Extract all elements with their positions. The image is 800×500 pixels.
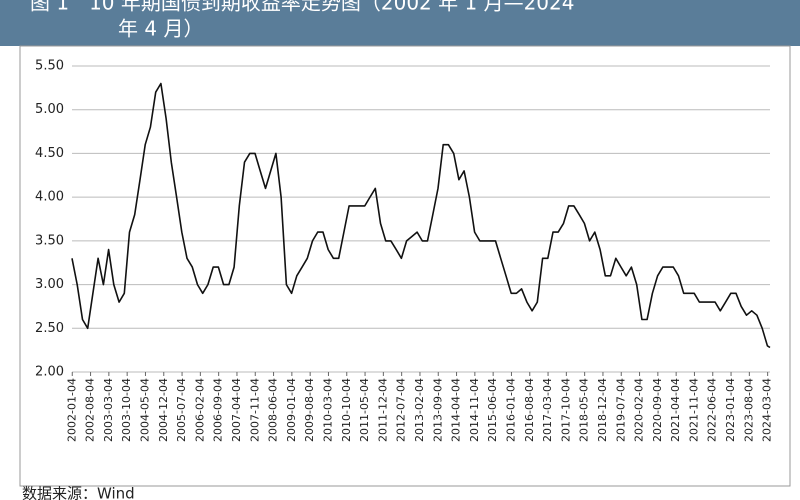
x-tick-label: 2010-03-04: [321, 378, 334, 442]
x-tick-label: 2009-01-04: [285, 378, 298, 442]
chart-title: 图 1 10 年期国债到期收益率走势图（2002 年 1 月—2024: [30, 0, 574, 15]
x-tick-label: 2011-12-04: [376, 378, 389, 442]
x-tick-label: 2004-12-04: [157, 378, 170, 442]
x-tick-label: 2013-09-04: [431, 378, 444, 442]
x-tick-label: 2016-01-04: [504, 378, 517, 442]
plot-frame: [19, 45, 791, 487]
x-tick-label: 2009-08-04: [303, 378, 316, 442]
y-tick-label: 4.50: [35, 146, 64, 161]
x-tick-label: 2007-04-04: [230, 378, 243, 442]
chart-title-cont: 年 4 月）: [118, 17, 203, 41]
y-tick-label: 4.00: [35, 190, 64, 205]
x-tick-label: 2002-08-04: [84, 378, 97, 442]
y-tick-label: 5.00: [35, 102, 64, 117]
y-tick-label: 2.50: [35, 321, 64, 336]
y-tick-label: 3.50: [35, 233, 64, 248]
x-tick-label: 2013-02-04: [413, 378, 426, 442]
x-tick-label: 2006-09-04: [212, 378, 225, 442]
source: 数据来源：Wind: [22, 485, 135, 500]
x-tick-label: 2014-04-04: [450, 378, 463, 442]
x-tick-label: 2006-02-04: [193, 378, 206, 442]
x-tick-label: 2023-01-04: [724, 378, 737, 442]
x-tick-label: 2007-11-04: [248, 378, 261, 442]
x-tick-label: 2010-10-04: [340, 378, 353, 442]
x-tick-label: 2022-06-04: [706, 378, 719, 442]
x-tick-label: 2018-05-04: [578, 378, 591, 442]
x-tick-label: 2017-10-04: [559, 378, 572, 442]
x-tick-label: 2008-06-04: [267, 378, 280, 442]
x-tick-label: 2005-07-04: [175, 378, 188, 442]
x-tick-label: 2018-12-04: [596, 378, 609, 442]
x-tick-label: 2024-03-04: [761, 378, 774, 442]
x-tick-label: 2020-09-04: [651, 378, 664, 442]
x-tick-label: 2021-04-04: [669, 378, 682, 442]
x-tick-label: 2004-05-04: [138, 378, 151, 442]
x-tick-label: 2014-11-04: [468, 378, 481, 442]
x-tick-label: 2011-05-04: [358, 378, 371, 442]
x-tick-label: 2023-08-04: [742, 378, 755, 442]
y-tick-label: 3.00: [35, 277, 64, 292]
x-tick-label: 2019-07-04: [614, 378, 627, 442]
x-tick-label: 2021-11-04: [687, 378, 700, 442]
yield-line: [71, 82, 771, 349]
y-tick-label: 5.50: [35, 59, 64, 74]
x-tick-label: 2016-08-04: [523, 378, 536, 442]
x-tick-label: 2017-03-04: [541, 378, 554, 442]
x-tick-label: 2020-02-04: [633, 378, 646, 442]
x-tick-label: 2015-06-04: [486, 378, 499, 442]
x-tick-label: 2003-03-04: [102, 378, 115, 442]
x-tick-label: 2002-01-04: [65, 378, 78, 442]
x-tick-label: 2012-07-04: [395, 378, 408, 442]
y-tick-label: 2.00: [35, 365, 64, 380]
title-bar: [0, 0, 800, 46]
x-tick-label: 2003-10-04: [120, 378, 133, 442]
